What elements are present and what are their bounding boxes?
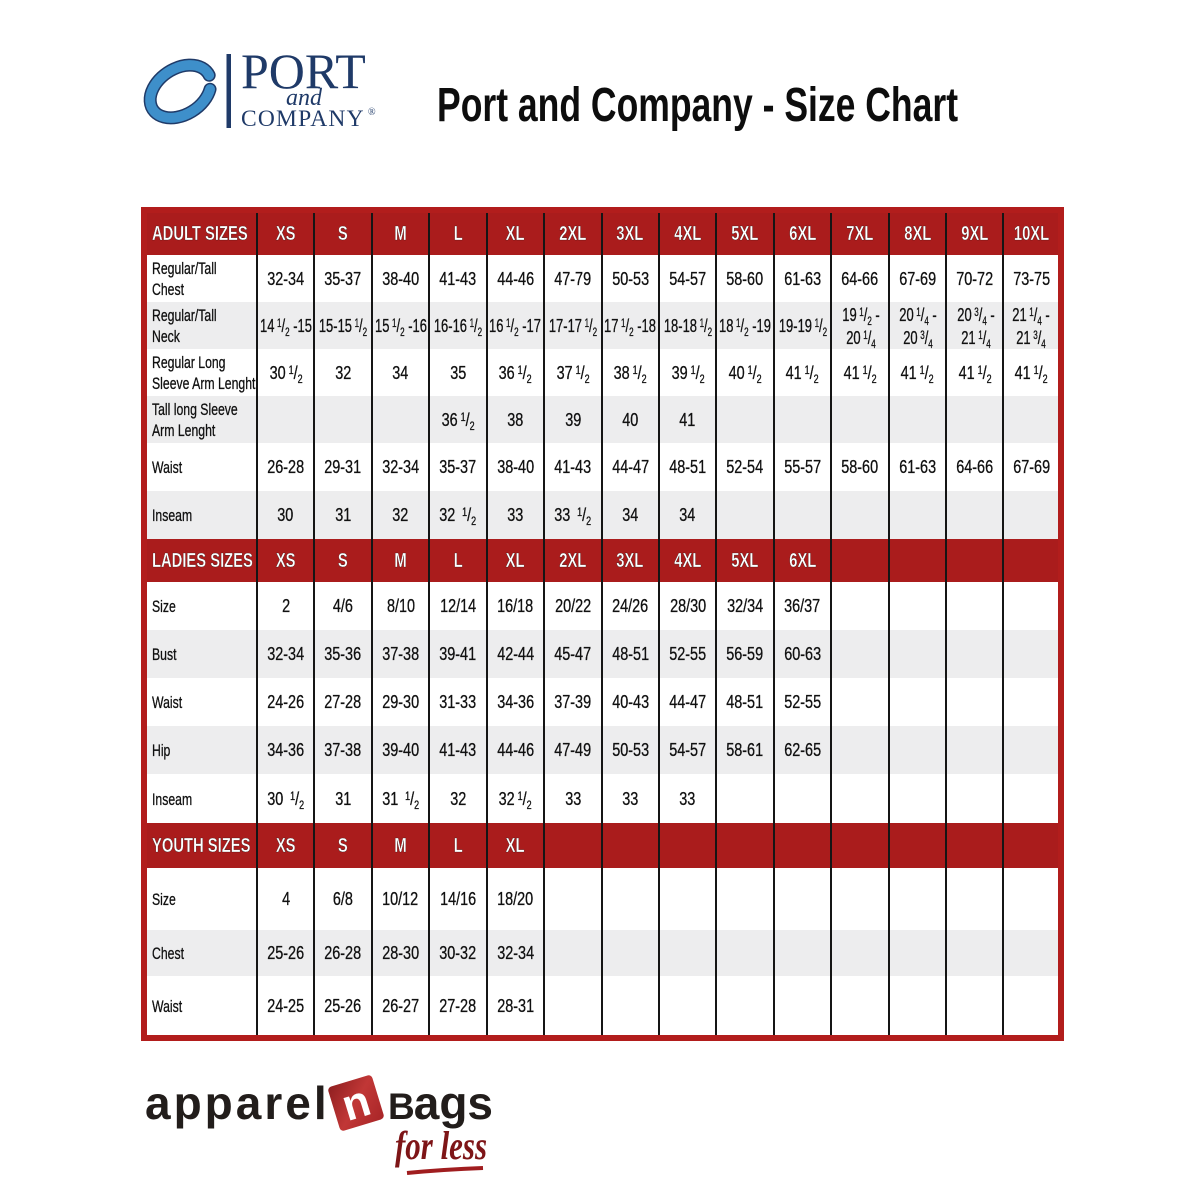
svg-text:apparel: apparel (145, 1077, 330, 1129)
svg-text:®: ® (368, 107, 376, 118)
svg-text:PORT: PORT (241, 45, 366, 99)
svg-text:COMPANY: COMPANY (241, 106, 365, 132)
svg-text:Bags: Bags (388, 1077, 493, 1129)
svg-text:and: and (286, 85, 323, 111)
svg-text:for less: for less (395, 1123, 487, 1168)
